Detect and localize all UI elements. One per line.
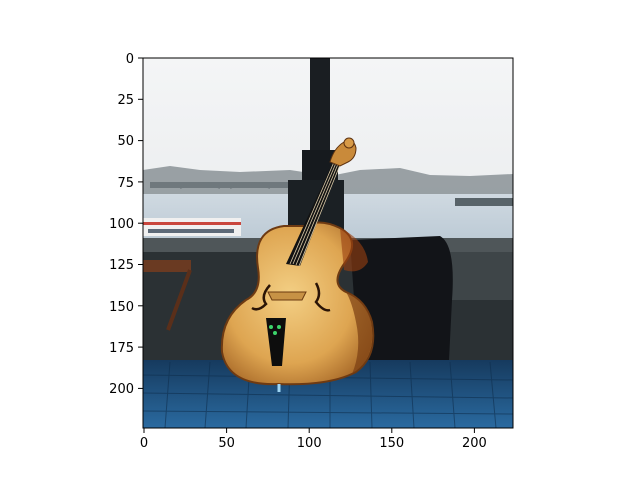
y-tick-label: 75 — [117, 176, 134, 191]
x-tick-label: 150 — [379, 436, 404, 451]
pier — [455, 198, 513, 206]
y-tick-label: 50 — [117, 134, 134, 149]
distant-bridge — [150, 182, 300, 188]
y-axis: 0 25 50 75 100 125 150 175 200 — [109, 52, 143, 397]
x-axis: 0 50 100 150 200 — [140, 428, 487, 451]
double-bass — [220, 137, 375, 392]
x-tick-label: 0 — [140, 436, 148, 451]
y-tick-label: 200 — [109, 382, 134, 397]
y-tick-label: 175 — [109, 341, 134, 356]
axes-frame — [142, 57, 514, 429]
y-tick-label: 25 — [117, 93, 134, 108]
x-tick-label: 200 — [462, 436, 487, 451]
y-tick-label: 0 — [126, 52, 134, 67]
x-tick-label: 50 — [218, 436, 235, 451]
photo — [143, 58, 513, 428]
x-tick-label: 100 — [297, 436, 322, 451]
boat — [143, 218, 241, 236]
y-tick-label: 150 — [109, 300, 134, 315]
y-tick-label: 100 — [109, 217, 134, 232]
instrument-bag — [350, 236, 453, 386]
y-tick-label: 125 — [109, 258, 134, 273]
